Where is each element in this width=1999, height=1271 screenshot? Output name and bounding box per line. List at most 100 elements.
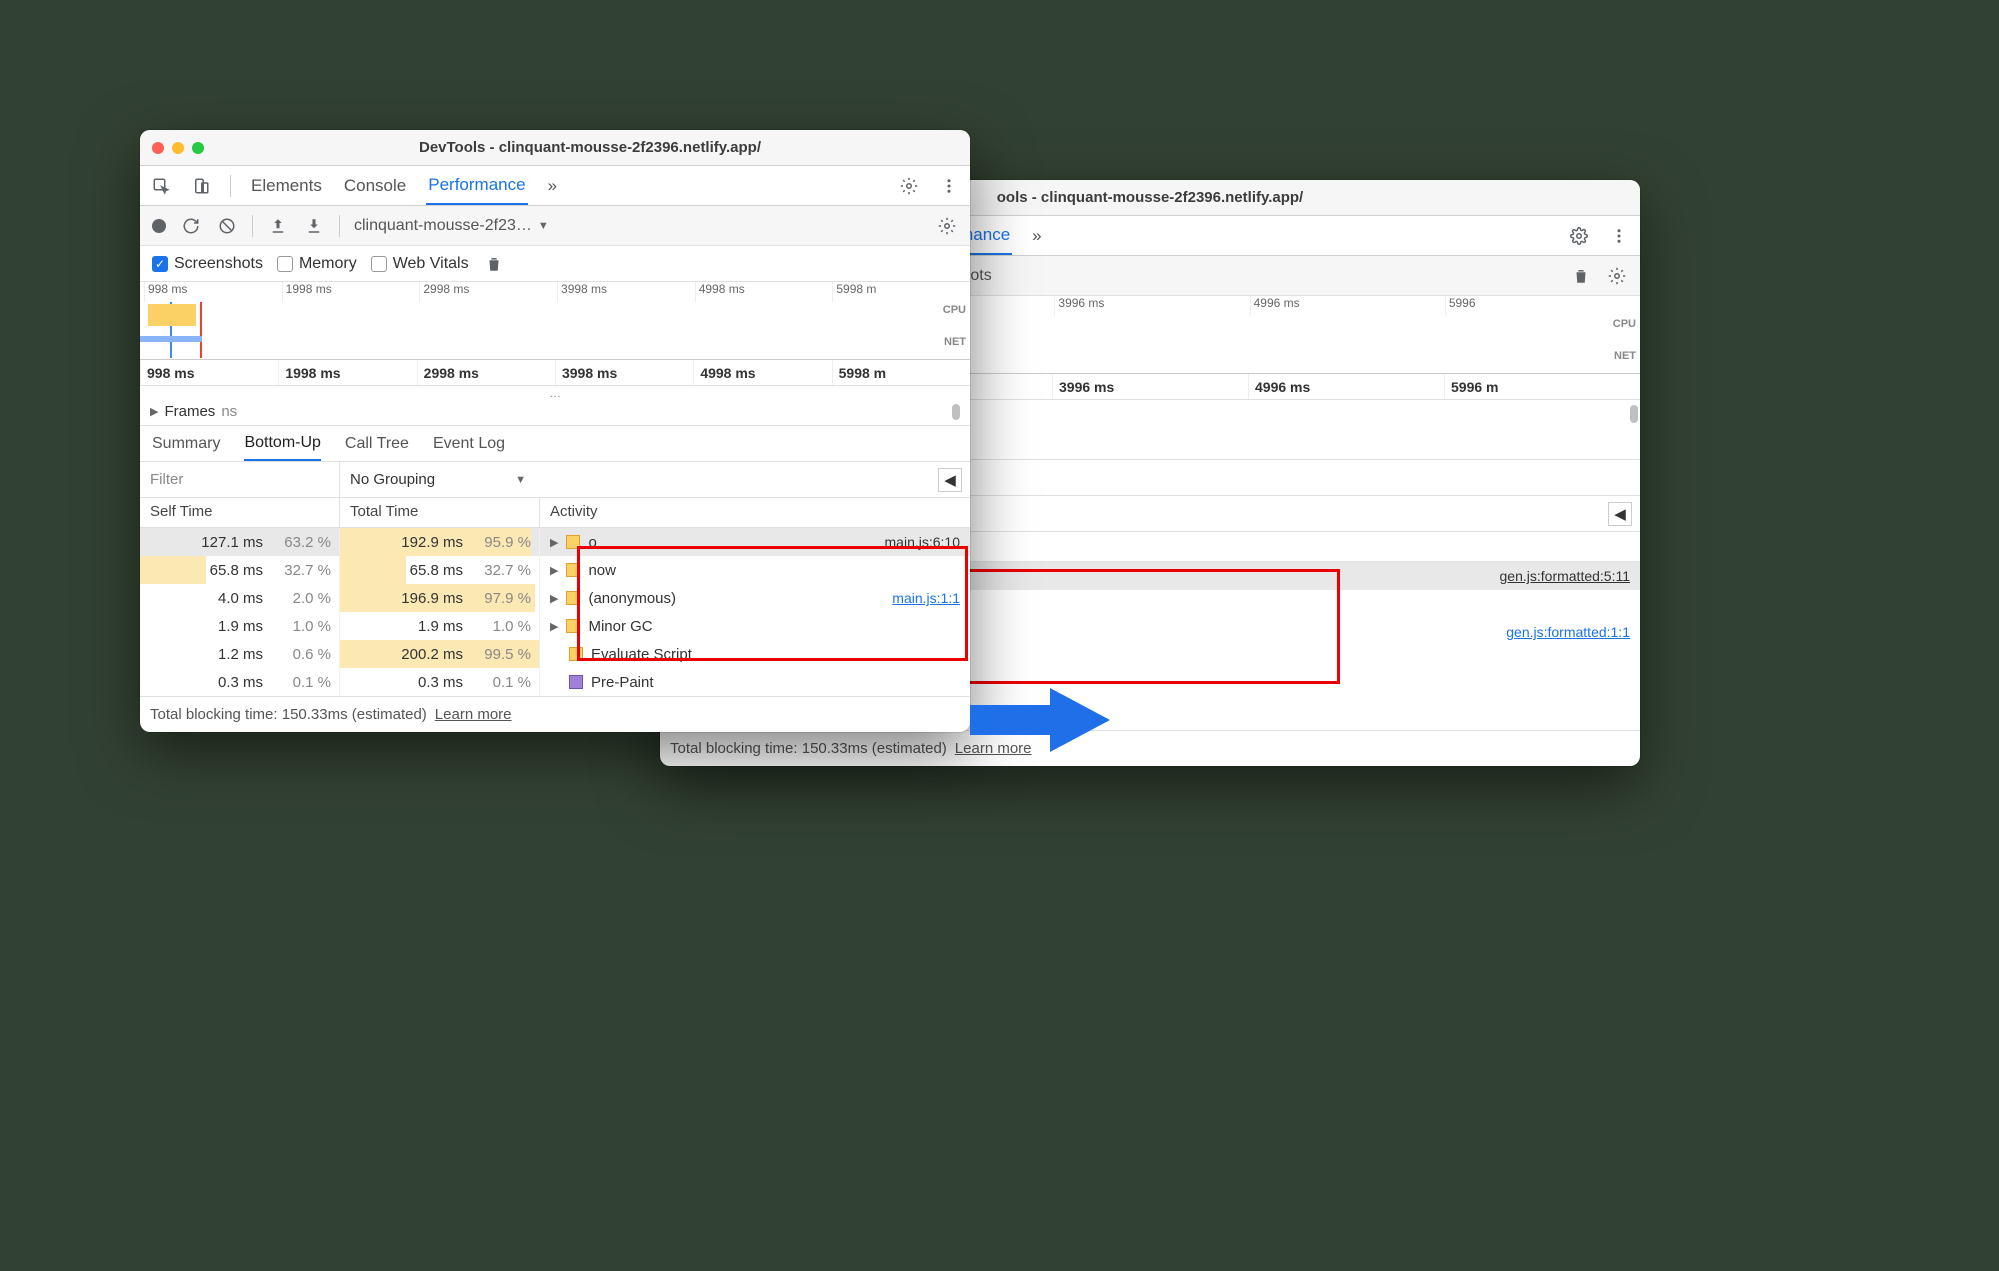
gear-icon[interactable] xyxy=(936,215,958,237)
window-titlebar[interactable]: DevTools - clinquant-mousse-2f2396.netli… xyxy=(140,130,970,166)
collapse-panel-icon[interactable]: ◀ xyxy=(938,468,962,492)
activity-cell: ▶ (anonymous) main.js:1:1 xyxy=(540,584,970,612)
close-window-icon[interactable] xyxy=(152,142,164,154)
sub-tab-call-tree[interactable]: Call Tree xyxy=(345,428,409,460)
net-activity-block xyxy=(140,336,202,342)
caret-down-icon: ▼ xyxy=(515,474,526,486)
frames-track-header[interactable]: ▶ Frames ns xyxy=(140,398,970,426)
self-time-cell: 1.9 ms1.0 % xyxy=(140,612,340,640)
overview-ruler: 998 ms 1998 ms 2998 ms 3998 ms 4998 ms 5… xyxy=(140,282,970,302)
activity-cell: Evaluate Script xyxy=(540,640,970,668)
table-row[interactable]: 1.2 ms0.6 %200.2 ms99.5 %Evaluate Script xyxy=(140,640,970,668)
collapse-panel-icon[interactable]: ◀ xyxy=(1608,502,1632,526)
table-row[interactable]: 0.3 ms0.1 %0.3 ms0.1 %Pre-Paint xyxy=(140,668,970,696)
total-time-cell: 200.2 ms99.5 % xyxy=(340,640,540,668)
kebab-icon[interactable] xyxy=(1608,225,1630,247)
table-row[interactable]: 65.8 ms32.7 %65.8 ms32.7 %▶now xyxy=(140,556,970,584)
tab-performance[interactable]: Performance xyxy=(426,167,527,205)
source-link[interactable]: gen.js:formatted:1:1 xyxy=(1506,624,1630,640)
download-icon[interactable] xyxy=(303,215,325,237)
tabs-overflow[interactable]: » xyxy=(546,168,559,204)
gear-icon[interactable] xyxy=(1606,265,1628,287)
detail-sub-tabs: Summary Bottom-Up Call Tree Event Log xyxy=(140,426,970,462)
minimize-window-icon[interactable] xyxy=(172,142,184,154)
bottom-up-table-header: Self Time Total Time Activity xyxy=(140,498,970,528)
grouping-dropdown[interactable]: No Grouping ▼ xyxy=(340,471,938,488)
ellipsis-text: … xyxy=(140,386,970,398)
script-activity-icon xyxy=(566,591,580,605)
sub-tab-bottom-up[interactable]: Bottom-Up xyxy=(244,427,320,461)
source-link[interactable]: main.js:1:1 xyxy=(892,590,960,606)
footer: Total blocking time: 150.33ms (estimated… xyxy=(140,696,970,732)
disclosure-triangle-icon[interactable]: ▶ xyxy=(550,592,558,605)
upload-icon[interactable] xyxy=(267,215,289,237)
overview-marker-red xyxy=(200,302,202,358)
frames-label: Frames xyxy=(164,403,215,420)
disclosure-triangle-icon[interactable]: ▶ xyxy=(550,536,558,549)
paint-activity-icon xyxy=(569,675,583,689)
sub-tab-event-log[interactable]: Event Log xyxy=(433,428,505,460)
url-short: clinquant-mousse-2f23… xyxy=(354,217,532,235)
activity-cell: ▶ o main.js:6:10 xyxy=(540,528,970,556)
blocking-time-text: Total blocking time: 150.33ms (estimated… xyxy=(670,740,947,757)
kebab-icon[interactable] xyxy=(938,175,960,197)
checkbox-checked-icon: ✓ xyxy=(152,256,168,272)
memory-checkbox[interactable]: Memory xyxy=(277,255,357,273)
main-tabs: Elements Console Performance » xyxy=(140,166,970,206)
activity-name: now xyxy=(588,562,616,579)
table-row[interactable]: 1.9 ms1.0 %1.9 ms1.0 %▶Minor GC xyxy=(140,612,970,640)
source-link[interactable]: main.js:6:10 xyxy=(885,534,960,550)
maximize-window-icon[interactable] xyxy=(192,142,204,154)
learn-more-link[interactable]: Learn more xyxy=(435,706,512,723)
disclosure-triangle-icon[interactable]: ▶ xyxy=(550,620,558,633)
trash-icon[interactable] xyxy=(1570,265,1592,287)
record-button[interactable] xyxy=(152,219,166,233)
script-activity-icon xyxy=(569,647,583,661)
timeline-overview[interactable]: 998 ms 1998 ms 2998 ms 3998 ms 4998 ms 5… xyxy=(140,282,970,360)
learn-more-link[interactable]: Learn more xyxy=(955,740,1032,757)
tab-console[interactable]: Console xyxy=(342,168,408,204)
tab-elements[interactable]: Elements xyxy=(249,168,324,204)
inspect-icon[interactable] xyxy=(150,175,172,197)
window-title: DevTools - clinquant-mousse-2f2396.netli… xyxy=(222,139,958,156)
net-track-label: NET xyxy=(944,336,966,348)
scrollbar-thumb[interactable] xyxy=(1630,405,1638,423)
web-vitals-checkbox[interactable]: Web Vitals xyxy=(371,255,469,273)
total-time-cell: 192.9 ms95.9 % xyxy=(340,528,540,556)
cpu-activity-block xyxy=(148,304,196,326)
clear-icon[interactable] xyxy=(216,215,238,237)
activity-cell: ▶ now xyxy=(540,556,970,584)
table-row[interactable]: 127.1 ms63.2 %192.9 ms95.9 % ▶ o main.js:6:… xyxy=(140,528,970,556)
activity-name: o xyxy=(588,534,596,551)
header-total-time[interactable]: Total Time xyxy=(340,498,540,527)
header-self-time[interactable]: Self Time xyxy=(140,498,340,527)
blocking-time-text: Total blocking time: 150.33ms (estimated… xyxy=(150,706,427,723)
net-track-label: NET xyxy=(1614,350,1636,362)
activity-cell: ▶Minor GC xyxy=(540,612,970,640)
reload-icon[interactable] xyxy=(180,215,202,237)
url-dropdown[interactable]: clinquant-mousse-2f23… ▼ xyxy=(354,217,549,235)
activity-name: Pre-Paint xyxy=(591,674,654,691)
disclosure-triangle-icon[interactable]: ▶ xyxy=(550,564,558,577)
header-activity[interactable]: Activity xyxy=(540,498,970,527)
device-toggle-icon[interactable] xyxy=(190,175,212,197)
gear-icon[interactable] xyxy=(1568,225,1590,247)
screenshots-checkbox[interactable]: ✓ Screenshots xyxy=(152,255,263,273)
source-link[interactable]: gen.js:formatted:5:11 xyxy=(1500,568,1630,584)
self-time-cell: 127.1 ms63.2 % xyxy=(140,528,340,556)
trash-icon[interactable] xyxy=(483,253,505,275)
script-activity-icon xyxy=(566,563,580,577)
sub-tab-summary[interactable]: Summary xyxy=(152,428,220,460)
capture-options: ✓ Screenshots Memory Web Vitals xyxy=(140,246,970,282)
total-time-cell: 0.3 ms0.1 % xyxy=(340,668,540,696)
activity-name: (anonymous) xyxy=(588,590,676,607)
filter-row: Filter No Grouping ▼ ◀ xyxy=(140,462,970,498)
filter-input[interactable]: Filter xyxy=(140,462,340,497)
scrollbar-thumb[interactable] xyxy=(952,404,960,420)
gear-icon[interactable] xyxy=(898,175,920,197)
activity-cell: Pre-Paint xyxy=(540,668,970,696)
tabs-overflow[interactable]: » xyxy=(1030,218,1043,254)
table-row[interactable]: 4.0 ms2.0 %196.9 ms97.9 %▶(anonymous)mai… xyxy=(140,584,970,612)
disclosure-triangle-icon[interactable]: ▶ xyxy=(150,405,158,418)
bottom-up-table-body: 127.1 ms63.2 %192.9 ms95.9 % ▶ o main.js:6:… xyxy=(140,528,970,696)
